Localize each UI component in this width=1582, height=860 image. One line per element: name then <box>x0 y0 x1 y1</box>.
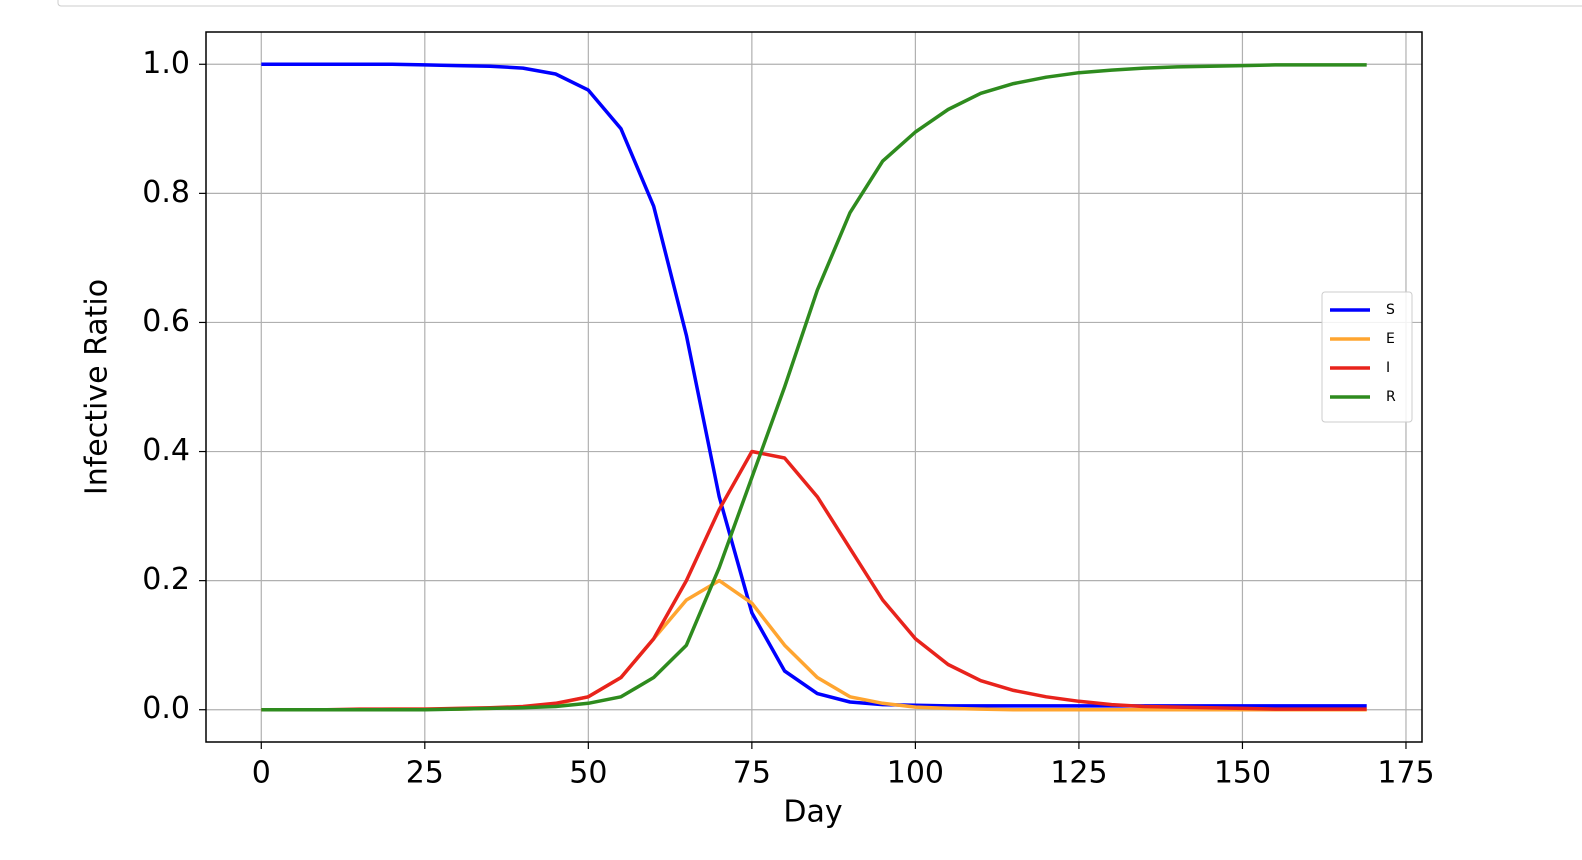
legend-label: S <box>1386 302 1395 318</box>
series-line <box>261 62 1367 708</box>
x-tick-label: 25 <box>406 756 444 791</box>
cell-frame <box>57 0 1582 7</box>
x-tick-label: 75 <box>733 756 771 791</box>
y-tick-label: 0.6 <box>142 304 190 339</box>
x-tick-label: 150 <box>1214 756 1271 791</box>
legend-label: I <box>1386 360 1390 376</box>
x-axis-label: Day <box>783 795 842 830</box>
x-tick-label: 50 <box>569 756 607 791</box>
legend-box <box>1321 291 1413 423</box>
x-tick-label: 100 <box>887 756 944 791</box>
x-tick-label: 0 <box>252 756 271 791</box>
y-axis-label: Infective Ratio <box>80 279 115 495</box>
series-line <box>261 63 1367 712</box>
x-tick-label: 125 <box>1050 756 1107 791</box>
y-tick-label: 0.2 <box>142 562 190 597</box>
y-tick-label: 0.8 <box>142 175 190 210</box>
plot-frame <box>205 31 1423 743</box>
y-tick-label: 1.0 <box>142 46 190 81</box>
legend-label: E <box>1386 331 1395 347</box>
x-tick-label: 175 <box>1377 756 1434 791</box>
y-tick-label: 0.4 <box>142 433 190 468</box>
y-tick-label: 0.0 <box>142 691 190 726</box>
legend-label: R <box>1386 389 1396 405</box>
